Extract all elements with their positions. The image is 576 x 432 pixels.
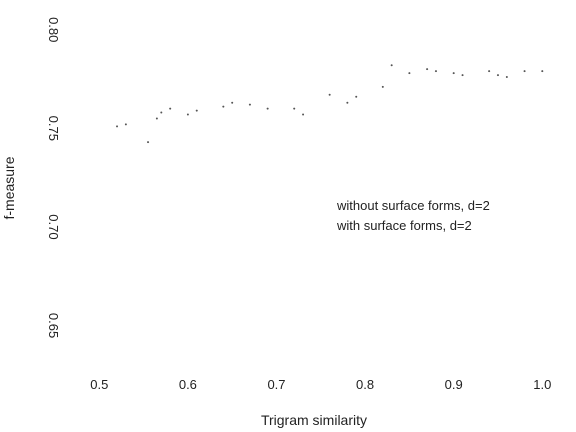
data-point-series-0	[248, 103, 251, 106]
legend: without surface forms, d=2 with surface …	[336, 198, 490, 233]
y-tick-labels: 0.65 0.70 0.75 0.80	[46, 17, 61, 338]
y-tick-label: 0.70	[46, 214, 61, 239]
data-point-series-0	[461, 74, 464, 77]
data-point-series-1	[355, 95, 358, 98]
data-point-series-0	[523, 70, 526, 73]
data-point-series-0	[328, 93, 331, 96]
data-points	[116, 64, 544, 144]
data-point-series-0	[222, 105, 225, 108]
data-point-series-1	[390, 64, 393, 67]
y-tick-label: 0.65	[46, 313, 61, 338]
data-point-series-1	[124, 123, 127, 126]
data-point-series-1	[541, 70, 544, 73]
data-point-series-0	[496, 74, 499, 77]
data-point-series-1	[488, 70, 491, 73]
x-tick-label: 0.9	[445, 377, 463, 392]
x-tick-label: 0.6	[179, 377, 197, 392]
data-point-series-1	[452, 72, 455, 75]
data-point-series-1	[155, 117, 158, 120]
data-point-series-1	[195, 109, 198, 112]
y-tick-label: 0.75	[46, 116, 61, 141]
x-axis-title: Trigram similarity	[261, 412, 367, 428]
y-tick-label: 0.80	[46, 17, 61, 42]
data-point-series-1	[302, 113, 305, 116]
data-point-series-0	[147, 141, 150, 144]
data-point-series-1	[266, 107, 269, 110]
data-point-series-1	[169, 107, 172, 110]
x-tick-label: 0.8	[356, 377, 374, 392]
x-tick-label: 0.7	[267, 377, 285, 392]
data-point-series-0	[408, 72, 411, 75]
legend-entry-without-surface-forms: without surface forms, d=2	[336, 198, 490, 213]
x-tick-labels: 0.5 0.6 0.7 0.8 0.9 1.0	[90, 377, 551, 392]
data-point-series-0	[160, 111, 163, 114]
data-point-series-0	[381, 85, 384, 88]
data-point-series-0	[434, 70, 437, 73]
data-point-series-0	[293, 107, 296, 110]
x-tick-label: 1.0	[533, 377, 551, 392]
data-point-series-1	[505, 76, 508, 79]
data-point-series-1	[231, 101, 234, 104]
data-point-series-0	[116, 125, 119, 128]
data-point-series-0	[186, 113, 189, 116]
data-point-series-1	[426, 68, 429, 71]
y-axis-title: f-measure	[1, 156, 17, 219]
x-tick-label: 0.5	[90, 377, 108, 392]
data-point-series-0	[346, 101, 349, 104]
legend-entry-with-surface-forms: with surface forms, d=2	[336, 218, 472, 233]
